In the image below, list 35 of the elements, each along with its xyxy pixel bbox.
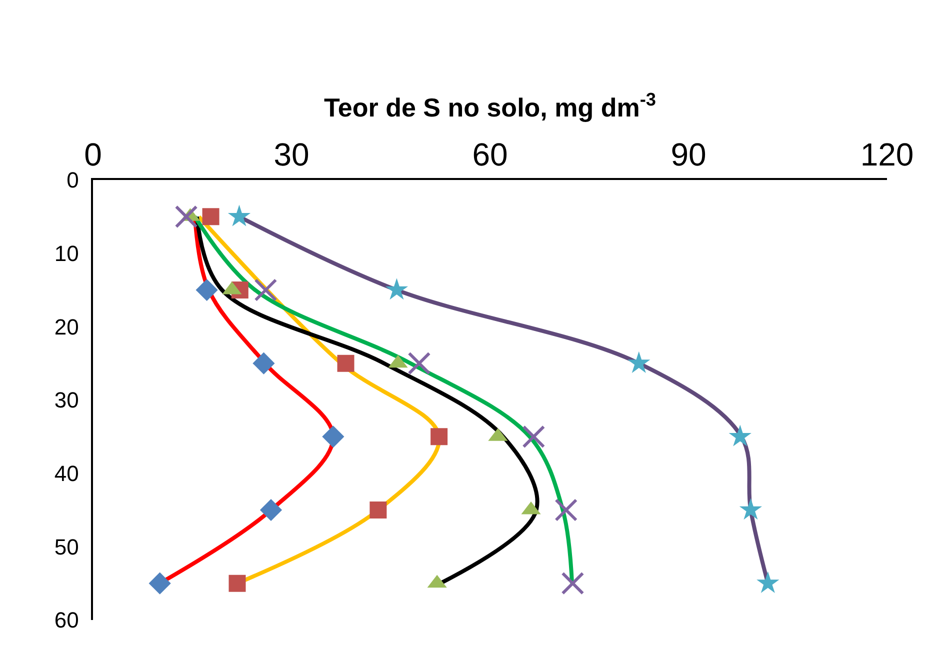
point [196, 278, 218, 302]
y-tick-label: 50 [54, 534, 79, 560]
point [228, 204, 251, 226]
point [252, 352, 275, 374]
x-tick-label: 90 [670, 136, 706, 172]
x-axis-title: Teor de S no solo, mg dm$^{-3}$ [324, 89, 656, 122]
y-tick-label: 40 [54, 461, 79, 486]
x-tick-label: 60 [472, 136, 508, 172]
point [370, 502, 387, 518]
x-tick-label: 120 [860, 136, 914, 172]
point [260, 498, 282, 522]
point [228, 574, 246, 592]
x-tick-label: 0 [84, 136, 102, 172]
point [174, 205, 198, 228]
y-tick-label: 0 [66, 168, 79, 193]
y-tick-label: 60 [54, 608, 79, 633]
point [430, 428, 448, 446]
point [554, 498, 578, 522]
point [254, 278, 278, 302]
point [385, 278, 408, 300]
point [148, 572, 171, 594]
point [322, 426, 344, 448]
point [408, 352, 431, 375]
y-tick-label: 20 [54, 314, 79, 340]
point [739, 498, 762, 520]
point [202, 208, 220, 226]
x-tick-label: 30 [274, 136, 310, 172]
y-tick-label: 10 [54, 241, 79, 266]
point [756, 571, 780, 593]
point [628, 351, 650, 373]
point [561, 572, 584, 595]
point [522, 425, 546, 448]
point [337, 354, 354, 372]
point [728, 424, 752, 446]
y-tick-label: 30 [54, 388, 79, 413]
